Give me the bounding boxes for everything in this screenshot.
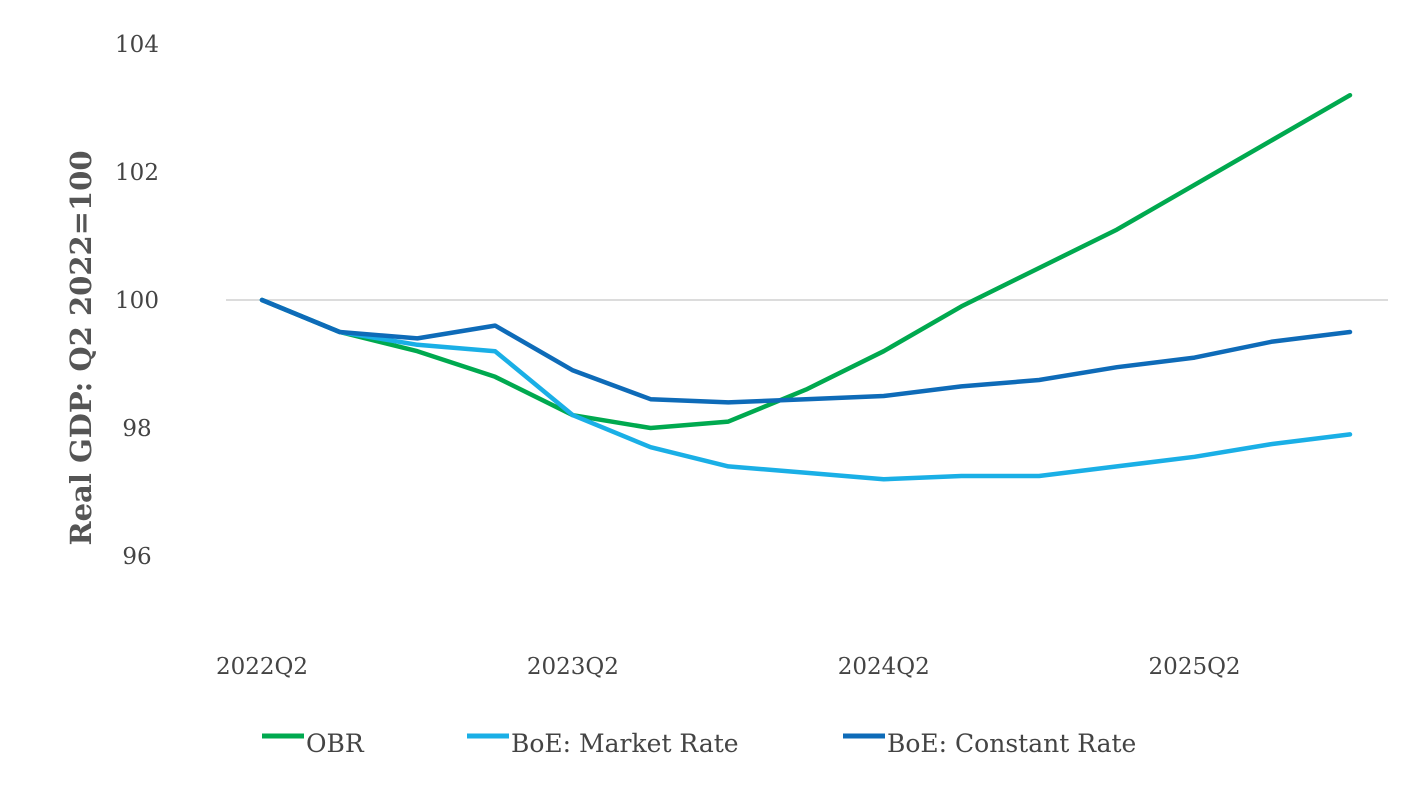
legend-label: BoE: Constant Rate <box>887 729 1136 758</box>
y-tick-label: 102 <box>115 160 159 186</box>
legend-label: OBR <box>306 729 365 758</box>
legend: OBR BoE: Market Rate BoE: Constant Rate <box>262 729 1136 758</box>
x-tick-label: 2025Q2 <box>1149 654 1241 680</box>
x-tick-label: 2024Q2 <box>838 654 930 680</box>
y-tick-label: 104 <box>115 32 159 58</box>
y-axis-title: Real GDP: Q2 2022=100 <box>64 150 98 545</box>
y-axis-ticks: 96 98 100 102 104 <box>115 32 159 570</box>
y-tick-label: 100 <box>115 288 159 314</box>
series-line-boe-market-rate <box>259 297 1353 482</box>
x-axis-ticks: 2022Q2 2023Q2 2024Q2 2025Q2 <box>216 654 1241 680</box>
x-tick-label: 2022Q2 <box>216 654 308 680</box>
series-lines <box>259 92 1353 482</box>
y-tick-label: 96 <box>122 544 151 570</box>
y-tick-label: 98 <box>122 416 151 442</box>
series-line-boe-constant-rate <box>259 297 1353 405</box>
legend-label: BoE: Market Rate <box>511 729 739 758</box>
x-tick-label: 2023Q2 <box>527 654 619 680</box>
series-line-obr <box>259 92 1353 431</box>
